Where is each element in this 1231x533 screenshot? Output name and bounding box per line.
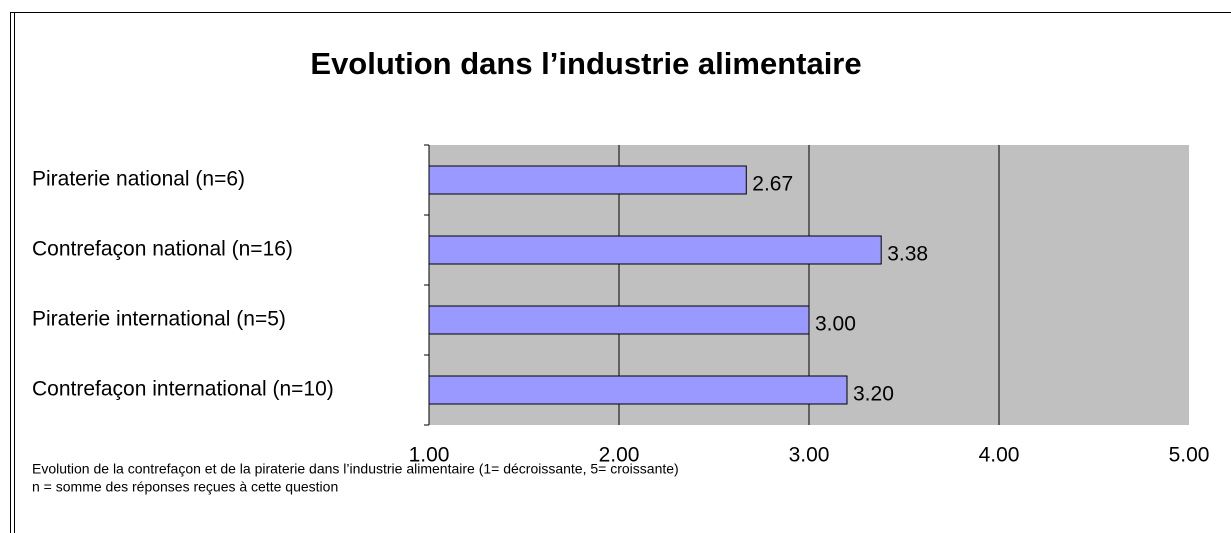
x-tick-label: 3.00 [789,444,830,467]
footnote: n = somme des réponses reçues à cette qu… [32,479,338,495]
value-label: 2.67 [752,173,793,196]
chart-title: Evolution dans l’industrie alimentaire [310,46,861,81]
value-label: 3.38 [887,243,928,266]
y-tick-label: Piraterie national (n=6) [32,168,245,191]
bar [428,235,882,265]
x-tick-label: 4.00 [979,444,1020,467]
bar [428,305,810,335]
bar [428,375,848,405]
y-tick-label: Contrefaçon international (n=10) [32,378,334,401]
y-tick-label: Contrefaçon national (n=16) [32,238,293,261]
x-tick-label: 1.00 [409,444,450,467]
value-label: 3.20 [853,383,894,406]
x-tick-label: 2.00 [599,444,640,467]
y-tick-label: Piraterie international (n=5) [32,308,286,331]
value-label: 3.00 [815,313,856,336]
bar [428,165,747,195]
x-tick-label: 5.00 [1169,444,1210,467]
footnote: Evolution de la contrefaçon et de la pir… [32,461,679,477]
